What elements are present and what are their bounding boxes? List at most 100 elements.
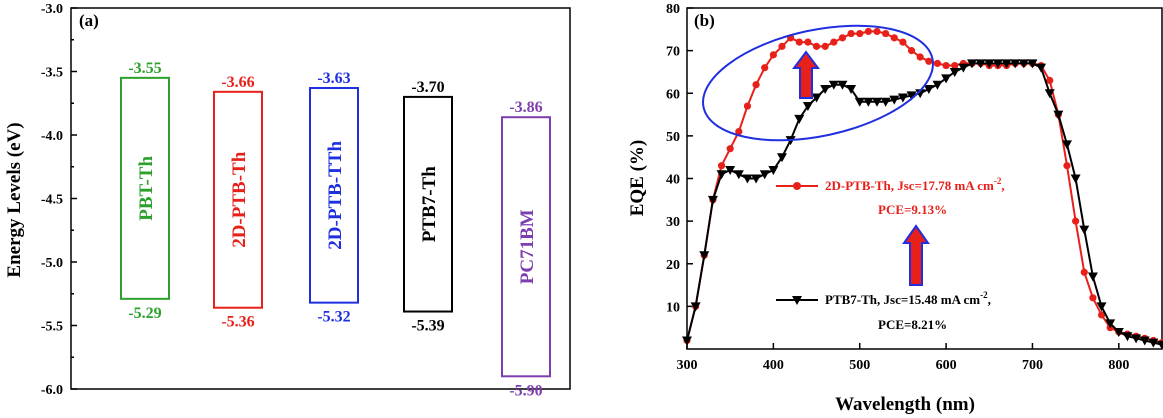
data-point-2d-ptb-th (933, 59, 942, 68)
data-point-ptb7-th (1148, 338, 1159, 348)
data-point-2d-ptb-th (735, 128, 743, 136)
y-tick-label-b-6: 70 (666, 45, 680, 60)
energy-level-chart: (a) -3.0 -3.5 -4.0 -4.5 -5.0 -5.5 -6.0 Energy … (4, 2, 571, 399)
data-point-2d-ptb-th (864, 27, 872, 36)
bar-name-2d-ptb-th: 2D-PTB-Th (229, 151, 250, 248)
data-point-ptb7-th (1157, 340, 1163, 350)
data-point-ptb7-th (811, 93, 822, 103)
data-point-2d-ptb-th (907, 47, 916, 55)
x-tick-label-b-0: 300 (677, 358, 698, 373)
data-point-ptb7-th (1053, 110, 1064, 120)
legend: 2D-PTB-Th, Jsc=17.78 mA cm-2, PCE=9.13% … (776, 176, 1005, 332)
data-point-2d-ptb-th (717, 162, 726, 170)
y-axis-label-b: EQE (%) (627, 140, 648, 217)
data-point-ptb7-th (802, 102, 813, 112)
x-axis-b: 300 400 500 600 700 800 (677, 343, 1129, 373)
data-point-ptb7-th (1001, 59, 1012, 69)
data-point-ptb7-th (967, 59, 977, 69)
data-point-2d-ptb-th (925, 57, 933, 65)
legend-marker-2d-ptb-th (793, 182, 801, 190)
legend-pce-2d-ptb-th: PCE=9.13% (878, 202, 947, 217)
data-point-ptb7-th (1105, 319, 1116, 329)
data-point-ptb7-th (897, 93, 908, 103)
data-point-2d-ptb-th (1072, 217, 1080, 225)
lumo-label-pc71bm: -3.86 (509, 99, 542, 116)
legend-text-2d-ptb-th: 2D-PTB-Th, Jsc=17.78 mA cm-2, (825, 176, 1005, 193)
data-point-ptb7-th (854, 97, 865, 107)
y-tick-label-b-1: 20 (666, 258, 680, 273)
data-point-ptb7-th (915, 89, 926, 99)
data-point-ptb7-th (1139, 336, 1150, 346)
data-point-ptb7-th (828, 80, 839, 90)
data-point-ptb7-th (932, 80, 943, 90)
legend-pce-ptb7-th: PCE=8.21% (878, 317, 947, 332)
data-point-2d-ptb-th (916, 53, 924, 61)
data-point-ptb7-th (1018, 59, 1029, 69)
lumo-label-ptb7-th: -3.70 (411, 79, 444, 96)
data-point-ptb7-th (863, 97, 874, 107)
data-point-2d-ptb-th (847, 29, 855, 38)
y-tick-label-b-5: 60 (666, 87, 680, 102)
data-point-ptb7-th (777, 153, 787, 163)
x-axis-label-b: Wavelength (nm) (835, 394, 975, 415)
y-tick-label-a-3: -4.5 (41, 193, 63, 208)
data-point-2d-ptb-th (812, 42, 821, 50)
homo-label-2d-ptb-th: -5.36 (221, 314, 254, 331)
data-point-ptb7-th (1010, 59, 1021, 69)
data-point-2d-ptb-th (726, 145, 734, 153)
data-point-ptb7-th (1113, 327, 1124, 337)
level-bars: -3.55 -5.29 PBT-Th -3.66 -5.36 2D-PTB-Th -3.63… (120, 60, 551, 399)
data-point-ptb7-th (794, 114, 805, 124)
data-point-2d-ptb-th (743, 102, 752, 110)
data-point-ptb7-th (880, 97, 891, 107)
data-point-ptb7-th (751, 174, 762, 184)
homo-label-2d-ptb-tth: -5.32 (317, 309, 350, 326)
data-point-2d-ptb-th (1097, 311, 1106, 319)
data-point-ptb7-th (984, 59, 995, 69)
x-tick-label-b-2: 500 (849, 358, 870, 373)
data-point-2d-ptb-th (804, 38, 812, 46)
data-point-ptb7-th (949, 67, 960, 77)
homo-label-pbt-th: -5.29 (128, 305, 161, 322)
data-point-ptb7-th (975, 59, 986, 69)
level-bar-pbt-th (120, 76, 170, 300)
up-arrow-2 (902, 224, 930, 286)
data-point-2d-ptb-th (1063, 162, 1071, 170)
lumo-label-2d-ptb-th: -3.66 (221, 74, 254, 91)
y-axis-label-a: Energy Levels (eV) (4, 122, 25, 277)
data-point-ptb7-th (768, 165, 779, 175)
level-bar-2d-ptb-th (213, 90, 263, 309)
data-point-ptb7-th (906, 91, 917, 101)
series-ptb7-th (682, 59, 1163, 350)
data-point-2d-ptb-th (830, 38, 838, 46)
data-point-ptb7-th (742, 174, 753, 184)
data-point-ptb7-th (846, 84, 857, 94)
y-tick-label-b-3: 40 (666, 173, 680, 188)
data-point-ptb7-th (733, 170, 744, 180)
data-point-ptb7-th (707, 195, 718, 205)
data-point-ptb7-th (1070, 174, 1081, 184)
data-point-ptb7-th (759, 170, 770, 180)
up-arrow-1 (792, 50, 820, 99)
data-point-ptb7-th (820, 84, 831, 94)
data-point-ptb7-th (1122, 332, 1133, 342)
data-point-ptb7-th (725, 165, 736, 175)
panel-label-b: (b) (694, 11, 715, 30)
data-point-ptb7-th (699, 251, 710, 261)
level-bar-pc71bm (501, 116, 551, 378)
x-tick-label-b-4: 700 (1022, 358, 1043, 373)
eqe-series (682, 27, 1163, 350)
level-bar-2d-ptb-tth (309, 87, 359, 304)
data-point-2d-ptb-th (769, 51, 777, 59)
x-tick-label-b-3: 600 (936, 358, 957, 373)
data-point-ptb7-th (1036, 63, 1047, 73)
y-tick-label-a-6: -6.0 (41, 383, 63, 398)
data-point-ptb7-th (1096, 302, 1107, 312)
homo-label-ptb7-th: -5.39 (411, 318, 444, 335)
data-point-ptb7-th (992, 59, 1003, 69)
data-point-2d-ptb-th (873, 27, 881, 36)
data-point-2d-ptb-th (778, 42, 786, 50)
data-point-2d-ptb-th (821, 42, 829, 50)
y-tick-label-b-7: 80 (666, 2, 680, 17)
data-point-2d-ptb-th (899, 38, 907, 46)
